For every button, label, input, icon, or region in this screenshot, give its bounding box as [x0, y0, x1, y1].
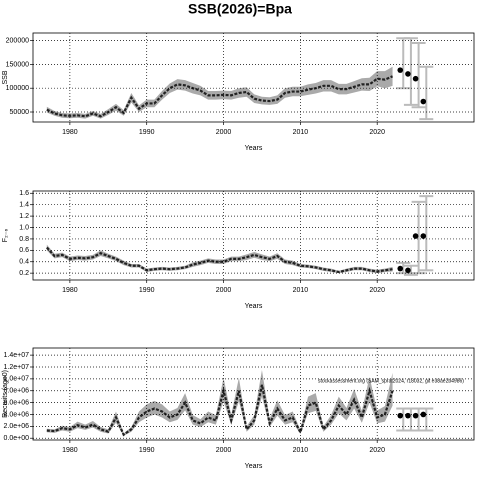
confidence-band: [46, 66, 393, 119]
error-bar: [419, 65, 434, 121]
error-bar: [419, 195, 434, 272]
x-tick-label: 2000: [216, 129, 232, 136]
y-tick-label: 4.0e+06: [4, 411, 30, 418]
projection-point: [420, 233, 427, 239]
projection-point: [405, 267, 411, 274]
projection-point: [405, 412, 411, 419]
annotation: stockassessment.org (SAM_sprat2024, r180…: [318, 378, 464, 384]
x-tick-label: 1980: [62, 129, 78, 136]
error-bar: [403, 37, 418, 106]
x-tick-label: 2010: [293, 287, 309, 294]
figure-title: SSB(2026)=Bpa: [188, 1, 292, 17]
x-tick-label: 1980: [62, 287, 78, 294]
projection-point: [405, 71, 411, 77]
projection-point: [397, 265, 404, 272]
estimate-line: [46, 75, 393, 118]
error-bar: [396, 261, 411, 275]
x-tick-label: 2000: [216, 287, 232, 294]
y-tick-label: 150000: [6, 61, 29, 68]
y-tick-label: 0.4: [19, 259, 29, 266]
error-bar: [403, 264, 418, 276]
y-tick-label: 100000: [6, 85, 29, 92]
y-tick-label: 1.4e+07: [4, 352, 30, 359]
y-tick-label: 200000: [6, 37, 29, 44]
x-axis-title: Years: [245, 463, 263, 470]
x-tick-label: 1990: [139, 447, 155, 454]
y-tick-label: 2.0e+06: [4, 423, 30, 430]
x-tick-label: 1980: [62, 447, 78, 454]
y-tick-label: 0.0e+00: [4, 435, 30, 442]
y-tick-label: 1.0: [19, 224, 29, 231]
x-tick-label: 2020: [369, 129, 385, 136]
y-tick-label: 1.4: [19, 202, 29, 209]
x-tick-label: 2020: [369, 447, 385, 454]
y-tick-label: 0.2: [19, 270, 29, 277]
estimate-line: [46, 246, 393, 274]
x-tick-label: 2010: [293, 129, 309, 136]
y-tick-label: 1.6: [19, 190, 29, 197]
error-bar: [411, 41, 426, 109]
y-axis-title: F₂₋₆: [2, 229, 9, 243]
x-axis-title: Years: [245, 303, 263, 310]
y-tick-label: 6.0e+06: [4, 399, 30, 406]
error-bar: [419, 407, 434, 432]
y-tick-label: 8.0e+06: [4, 388, 30, 395]
y-tick-label: 1.2: [19, 213, 29, 220]
projection-point: [420, 98, 427, 105]
estimate-line: [46, 384, 394, 437]
y-tick-label: 0.8: [19, 236, 29, 243]
x-tick-label: 1990: [139, 287, 155, 294]
x-axis-title: Years: [245, 145, 263, 152]
x-tick-label: 2020: [369, 287, 385, 294]
y-axis-title: SSB: [2, 70, 9, 84]
y-axis-title: Recruits (age0): [2, 370, 9, 418]
x-tick-label: 2000: [216, 447, 232, 454]
y-tick-label: 0.6: [19, 247, 29, 254]
projection-point: [412, 412, 419, 419]
x-tick-label: 2010: [293, 447, 309, 454]
plot-frame: [32, 347, 475, 441]
y-tick-label: 50000: [10, 109, 30, 116]
y-tick-label: 1.2e+07: [4, 364, 30, 371]
projection-point: [397, 67, 404, 73]
x-tick-label: 1990: [139, 129, 155, 136]
plot-frame: [32, 190, 475, 281]
projection-point: [397, 412, 404, 419]
projection-point: [412, 75, 419, 82]
plot-frame: [32, 32, 475, 123]
projection-point: [412, 233, 419, 239]
y-tick-label: 1.0e+07: [4, 376, 30, 383]
